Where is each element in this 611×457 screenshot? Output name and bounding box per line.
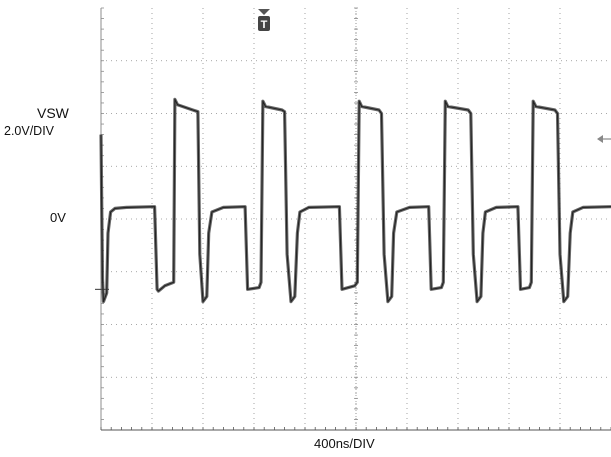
trigger-level-arrow-icon xyxy=(597,135,611,143)
trigger-arrow xyxy=(258,9,270,15)
time-scale-label: 400ns/DIV xyxy=(314,436,375,451)
waveform-trace xyxy=(99,97,611,304)
trigger-marker-icon: T xyxy=(258,9,270,31)
trigger-box xyxy=(258,16,270,31)
channel-name-label: VSW xyxy=(37,105,69,121)
channel-scale-label: 2.0V/DIV xyxy=(4,124,55,138)
trigger-label: T xyxy=(261,19,268,31)
trigger-level-head xyxy=(597,135,603,143)
zero-level-label: 0V xyxy=(50,210,66,225)
markers: T xyxy=(258,9,611,143)
graticule-grid xyxy=(95,7,611,431)
waveform-line-core xyxy=(100,98,611,303)
